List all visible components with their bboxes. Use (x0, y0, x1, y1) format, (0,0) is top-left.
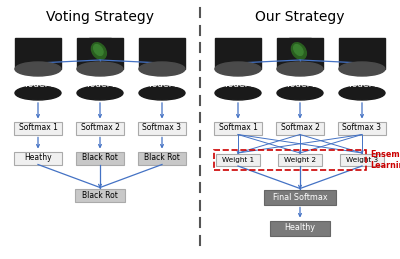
Text: Model 1: Model 1 (20, 80, 56, 89)
Text: Softmax 2: Softmax 2 (80, 124, 120, 133)
Text: Model 2: Model 2 (282, 80, 318, 89)
Text: Weight 3: Weight 3 (346, 157, 378, 163)
FancyBboxPatch shape (340, 154, 384, 166)
FancyBboxPatch shape (138, 121, 186, 134)
Text: Black Rot: Black Rot (82, 154, 118, 162)
Ellipse shape (339, 62, 385, 76)
FancyBboxPatch shape (270, 220, 330, 235)
Ellipse shape (77, 62, 123, 76)
FancyBboxPatch shape (216, 154, 260, 166)
Ellipse shape (277, 62, 323, 76)
Bar (89, 38, 111, 60)
Text: Healthy: Healthy (284, 224, 316, 233)
Text: Ensemble
Learning: Ensemble Learning (370, 150, 400, 170)
FancyBboxPatch shape (278, 154, 322, 166)
Ellipse shape (15, 62, 61, 76)
Text: Heathy: Heathy (24, 154, 52, 162)
Bar (289, 38, 311, 60)
Ellipse shape (292, 43, 306, 59)
Ellipse shape (339, 86, 385, 100)
FancyBboxPatch shape (14, 121, 62, 134)
FancyBboxPatch shape (76, 152, 124, 164)
FancyBboxPatch shape (75, 189, 125, 202)
Text: Softmax 2: Softmax 2 (280, 124, 320, 133)
FancyBboxPatch shape (214, 121, 262, 134)
Ellipse shape (77, 86, 123, 100)
Text: Model 3: Model 3 (344, 80, 380, 89)
Text: Model 3: Model 3 (144, 80, 180, 89)
Ellipse shape (94, 45, 103, 55)
Text: Softmax 1: Softmax 1 (218, 124, 258, 133)
Text: Softmax 1: Softmax 1 (18, 124, 58, 133)
Bar (215, 38, 261, 69)
Bar (139, 38, 185, 69)
Text: Final Softmax: Final Softmax (273, 192, 327, 202)
Text: Model 2: Model 2 (82, 80, 118, 89)
Ellipse shape (215, 86, 261, 100)
Bar (289, 38, 311, 60)
Text: Softmax 3: Softmax 3 (342, 124, 382, 133)
Text: Model 1: Model 1 (220, 80, 256, 89)
Ellipse shape (139, 62, 185, 76)
Text: Weight 2: Weight 2 (284, 157, 316, 163)
Text: Black Rot: Black Rot (144, 154, 180, 162)
FancyBboxPatch shape (276, 121, 324, 134)
Ellipse shape (215, 62, 261, 76)
Bar (77, 38, 123, 69)
Text: Weight 1: Weight 1 (222, 157, 254, 163)
Text: Black Rot: Black Rot (82, 191, 118, 199)
Text: Our Strategy: Our Strategy (255, 10, 345, 24)
FancyBboxPatch shape (138, 152, 186, 164)
Bar (277, 38, 323, 69)
FancyBboxPatch shape (338, 121, 386, 134)
Text: Voting Strategy: Voting Strategy (46, 10, 154, 24)
FancyBboxPatch shape (76, 121, 124, 134)
Bar (89, 38, 111, 60)
Ellipse shape (277, 86, 323, 100)
Bar (339, 38, 385, 69)
Ellipse shape (294, 45, 303, 55)
Text: Softmax 3: Softmax 3 (142, 124, 182, 133)
Bar (15, 38, 61, 69)
Ellipse shape (15, 86, 61, 100)
Ellipse shape (139, 86, 185, 100)
FancyBboxPatch shape (14, 152, 62, 164)
FancyBboxPatch shape (264, 190, 336, 205)
Ellipse shape (92, 43, 106, 59)
